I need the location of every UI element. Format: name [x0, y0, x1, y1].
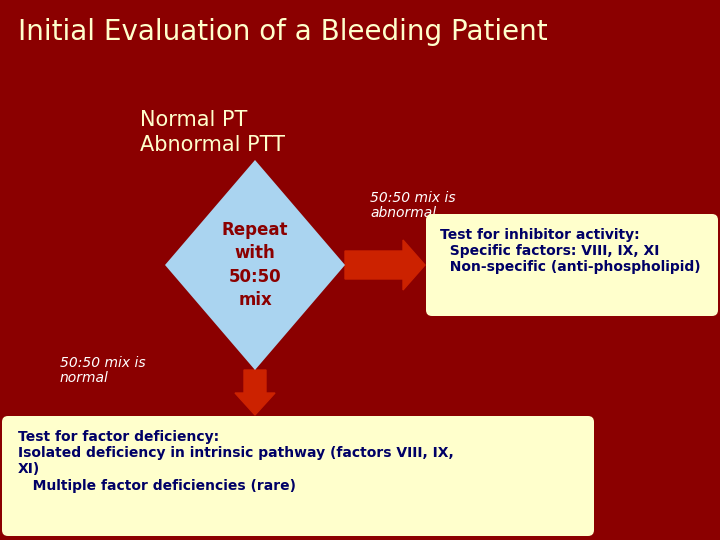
Text: Abnormal PTT: Abnormal PTT — [140, 135, 285, 155]
Text: abnormal: abnormal — [370, 206, 436, 220]
Text: 50:50 mix is: 50:50 mix is — [370, 191, 456, 205]
Text: Initial Evaluation of a Bleeding Patient: Initial Evaluation of a Bleeding Patient — [18, 18, 548, 46]
Text: 50:50 mix is: 50:50 mix is — [60, 356, 145, 370]
FancyBboxPatch shape — [2, 416, 594, 536]
FancyArrow shape — [235, 370, 275, 415]
Text: Repeat
with
50:50
mix: Repeat with 50:50 mix — [222, 221, 288, 309]
FancyBboxPatch shape — [426, 214, 718, 316]
FancyArrow shape — [345, 240, 425, 290]
Text: Test for factor deficiency:
Isolated deficiency in intrinsic pathway (factors VI: Test for factor deficiency: Isolated def… — [18, 430, 454, 492]
Polygon shape — [165, 160, 345, 370]
Text: normal: normal — [60, 371, 109, 385]
Text: Test for inhibitor activity:
  Specific factors: VIII, IX, XI
  Non-specific (an: Test for inhibitor activity: Specific fa… — [440, 228, 701, 274]
Text: Normal PT: Normal PT — [140, 110, 248, 130]
